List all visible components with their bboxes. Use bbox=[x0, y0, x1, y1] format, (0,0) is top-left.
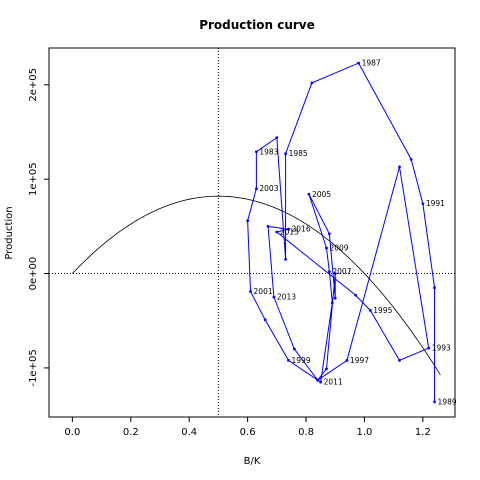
data-point bbox=[275, 136, 279, 140]
data-point bbox=[254, 187, 258, 191]
data-point bbox=[266, 224, 270, 228]
x-tick-label: 1.2 bbox=[415, 427, 431, 438]
data-point bbox=[345, 358, 349, 362]
x-tick-label: 0.0 bbox=[64, 427, 80, 438]
x-axis-label: B/K bbox=[244, 456, 261, 467]
data-point bbox=[272, 295, 276, 299]
x-tick-label: 0.2 bbox=[123, 427, 139, 438]
data-point bbox=[325, 367, 328, 371]
data-point bbox=[427, 346, 431, 350]
data-point bbox=[330, 301, 334, 305]
x-tick-label: 0.6 bbox=[240, 427, 256, 438]
point-label: 2016 bbox=[292, 225, 311, 234]
y-tick-label: 2e+05 bbox=[28, 68, 39, 102]
data-point bbox=[333, 296, 337, 300]
point-label: 1999 bbox=[292, 356, 311, 365]
point-labels: 1989 1991 1987 1985 1983 2003 2001 1999 2011 2007… bbox=[254, 59, 457, 407]
point-label: 1983 bbox=[259, 147, 278, 156]
data-point bbox=[310, 81, 314, 85]
data-point bbox=[409, 157, 413, 161]
chart-title: Production curve bbox=[199, 18, 315, 32]
data-point bbox=[357, 61, 361, 65]
point-label: 1989 bbox=[438, 397, 457, 406]
data-point bbox=[433, 286, 436, 290]
data-point bbox=[263, 318, 267, 322]
production-curve bbox=[72, 195, 441, 376]
data-point bbox=[246, 219, 250, 223]
data-point bbox=[292, 347, 296, 351]
data-point bbox=[398, 358, 401, 362]
data-point bbox=[284, 257, 287, 261]
point-label: 1985 bbox=[289, 149, 308, 158]
y-tick-label: 0e+00 bbox=[28, 257, 39, 291]
x-tick-label: 0.4 bbox=[181, 427, 197, 438]
data-point bbox=[433, 400, 436, 404]
data-point bbox=[333, 272, 337, 275]
data-point bbox=[421, 202, 425, 206]
data-point bbox=[316, 378, 320, 382]
point-label: 1995 bbox=[373, 306, 392, 315]
point-label: 2005 bbox=[312, 190, 331, 199]
data-points bbox=[246, 61, 436, 404]
surplus-production-curve bbox=[72, 195, 441, 376]
point-label: 2007 bbox=[332, 267, 351, 276]
data-point bbox=[275, 230, 279, 234]
data-point bbox=[287, 358, 290, 362]
y-tick-label: 1e+05 bbox=[28, 162, 39, 196]
data-point bbox=[287, 227, 290, 231]
data-point bbox=[254, 150, 258, 154]
point-label: 2015 bbox=[280, 228, 299, 237]
axes: 0.0 0.2 0.4 0.6 0.8 1.0 1.2 -1e+05 0e+00 1e+05 2e+… bbox=[28, 68, 431, 438]
point-label: 1997 bbox=[350, 356, 369, 365]
y-axis-label: Production bbox=[4, 206, 15, 259]
data-point bbox=[398, 165, 401, 169]
plot-frame bbox=[48, 47, 456, 418]
x-tick-label: 0.8 bbox=[298, 427, 314, 438]
point-label: 1987 bbox=[362, 59, 381, 68]
point-label: 1991 bbox=[426, 199, 445, 208]
data-point bbox=[319, 380, 323, 384]
data-point bbox=[325, 246, 328, 250]
data-point bbox=[354, 293, 358, 297]
y-tick-label: -1e+05 bbox=[28, 349, 39, 386]
point-label: 1993 bbox=[432, 344, 451, 353]
data-point bbox=[328, 270, 331, 274]
point-label: 2001 bbox=[254, 287, 273, 296]
point-label: 2013 bbox=[277, 293, 296, 302]
point-label: 2003 bbox=[259, 184, 278, 193]
data-point bbox=[328, 232, 331, 236]
point-label: 2011 bbox=[324, 378, 343, 387]
data-point bbox=[307, 192, 311, 196]
x-tick-label: 1.0 bbox=[357, 427, 373, 438]
data-point bbox=[249, 290, 252, 293]
point-label: 2009 bbox=[329, 244, 348, 253]
data-point bbox=[368, 308, 372, 312]
data-point bbox=[284, 152, 287, 156]
